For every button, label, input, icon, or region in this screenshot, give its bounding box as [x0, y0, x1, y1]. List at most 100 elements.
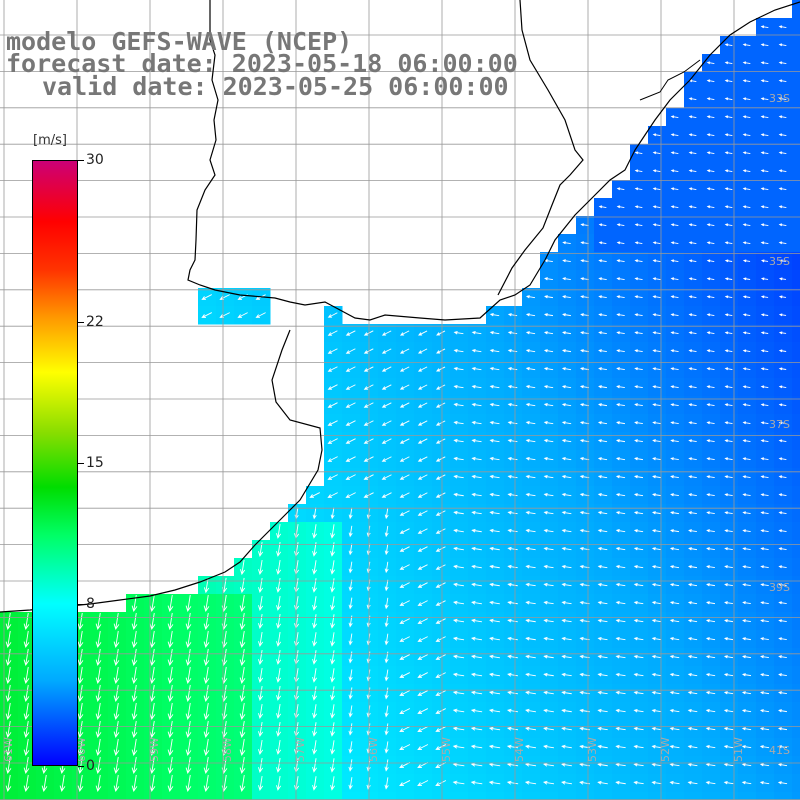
wind-arrow	[598, 367, 607, 371]
wind-arrow	[167, 612, 174, 631]
wind-arrow	[724, 493, 733, 497]
wind-arrow	[561, 672, 572, 677]
wind-arrow	[706, 331, 715, 335]
wind-arrow	[471, 618, 482, 623]
wind-arrow	[399, 618, 410, 624]
wind-arrow	[688, 205, 697, 209]
wind-cell	[126, 792, 145, 800]
wind-arrow	[452, 726, 465, 731]
wind-arrow	[327, 438, 338, 444]
wind-arrow	[417, 528, 428, 534]
wind-arrow	[5, 720, 12, 739]
wind-arrow	[669, 744, 680, 749]
wind-arrow	[561, 439, 572, 443]
wind-arrow	[742, 187, 751, 191]
wind-cell	[468, 792, 487, 800]
wind-arrow	[185, 684, 192, 703]
wind-arrow	[131, 630, 138, 649]
wind-arrow	[506, 708, 519, 713]
wind-arrow	[543, 618, 554, 623]
wind-arrow	[778, 619, 787, 623]
wind-arrow	[113, 774, 120, 793]
wind-arrow	[203, 720, 210, 739]
wind-arrow	[634, 259, 643, 263]
wind-arrow	[258, 775, 264, 792]
wind-arrow	[724, 43, 733, 47]
wind-arrow	[471, 438, 482, 443]
wind-arrow	[742, 295, 751, 299]
lon-label: 53W	[586, 737, 599, 762]
wind-arrow	[489, 474, 500, 479]
wind-arrow	[417, 654, 428, 660]
wind-arrow	[312, 758, 318, 773]
wind-arrow	[276, 776, 282, 791]
wind-arrow	[724, 133, 733, 137]
wind-arrow	[742, 313, 751, 317]
wind-arrow	[471, 636, 483, 641]
wind-arrow	[453, 546, 464, 551]
wind-arrow	[507, 600, 518, 605]
wind-arrow	[384, 777, 389, 790]
wind-arrow	[724, 61, 733, 65]
wind-arrow	[723, 709, 734, 713]
wind-cell	[792, 306, 800, 325]
wind-arrow	[742, 439, 751, 443]
wind-arrow	[203, 738, 210, 757]
wind-arrow	[399, 366, 410, 372]
wind-arrow	[706, 565, 715, 569]
wind-arrow	[348, 525, 353, 538]
wind-arrow	[525, 492, 536, 497]
wind-arrow	[562, 295, 571, 299]
wind-arrow	[506, 744, 519, 749]
wind-arrow	[453, 510, 464, 515]
wind-arrow	[742, 115, 751, 119]
wind-arrow	[633, 672, 644, 677]
wind-arrow	[470, 762, 483, 767]
wind-arrow	[724, 511, 733, 515]
wind-arrow	[453, 492, 464, 497]
wind-arrow	[330, 524, 336, 539]
wind-cell	[792, 396, 800, 415]
wind-arrow	[561, 493, 572, 497]
wind-arrow	[778, 457, 787, 461]
wind-arrow	[778, 61, 787, 65]
wind-arrow	[598, 385, 607, 389]
wind-arrow	[507, 636, 518, 641]
wind-arrow	[345, 402, 356, 408]
wind-arrow	[633, 780, 644, 785]
wind-arrow	[724, 619, 734, 623]
wind-arrow	[348, 723, 353, 736]
wind-arrow	[705, 673, 716, 677]
wind-cell	[216, 792, 235, 800]
wind-arrow	[778, 691, 787, 695]
wind-arrow	[724, 169, 733, 173]
wind-arrow	[597, 600, 608, 605]
wind-arrow	[77, 720, 84, 739]
wind-arrow	[760, 457, 769, 461]
wind-arrow	[778, 673, 787, 677]
wind-arrow	[561, 421, 572, 425]
wind-arrow	[706, 97, 715, 101]
wind-cell	[792, 648, 800, 667]
wind-arrow	[543, 439, 554, 443]
wind-arrow	[688, 241, 697, 245]
wind-cell	[792, 54, 800, 73]
wind-arrow	[723, 673, 734, 677]
wind-arrow	[597, 762, 608, 767]
wind-arrow	[634, 223, 643, 227]
wind-arrow	[381, 492, 392, 498]
wind-arrow	[452, 780, 465, 785]
wind-arrow	[471, 600, 482, 605]
wind-arrow	[258, 577, 264, 594]
wind-arrow	[436, 366, 446, 372]
wind-arrow	[543, 457, 554, 461]
wind-arrow	[507, 420, 518, 425]
wind-arrow	[201, 294, 212, 300]
wind-arrow	[384, 759, 389, 772]
wind-arrow	[778, 43, 787, 47]
wind-arrow	[760, 133, 769, 137]
wind-arrow	[742, 421, 751, 425]
wind-arrow	[634, 349, 643, 353]
wind-arrow	[417, 456, 428, 462]
wind-arrow	[615, 565, 626, 569]
